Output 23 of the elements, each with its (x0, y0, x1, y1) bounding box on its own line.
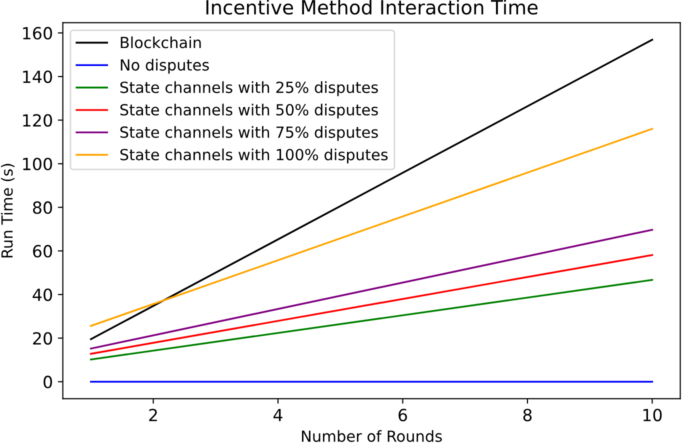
x-tick-label: 8 (523, 408, 532, 422)
legend-label: State channels with 50% disputes (120, 104, 378, 119)
x-tick-label: 10 (643, 408, 662, 422)
legend-label: State channels with 75% disputes (120, 126, 378, 141)
y-tick-label: 0 (44, 376, 52, 388)
legend-label: Blockchain (120, 36, 201, 48)
y-tick-label: 100 (23, 158, 52, 170)
y-tick-label: 60 (33, 244, 52, 258)
y-tick-label: 40 (32, 288, 52, 302)
legend-label: State channels with 25% disputes (120, 81, 378, 96)
x-tick-label: 2 (149, 408, 157, 422)
y-tick-label: 140 (23, 70, 52, 84)
y-tick-label: 160 (23, 26, 52, 40)
y-tick-label: 20 (33, 332, 52, 345)
y-tick-label: 120 (23, 114, 52, 127)
x-axis-title: Number of Rounds (302, 430, 442, 442)
y-axis-title: Run Time (s) (0, 164, 15, 258)
chart-title: Incentive Method Interaction Time (206, 0, 538, 15)
y-tick-label: 80 (33, 201, 52, 214)
legend-label: No disputes (120, 58, 209, 74)
x-tick-label: 6 (398, 408, 407, 422)
legend-label: State channels with 100% disputes (120, 148, 388, 164)
x-tick-label: 4 (274, 408, 282, 422)
